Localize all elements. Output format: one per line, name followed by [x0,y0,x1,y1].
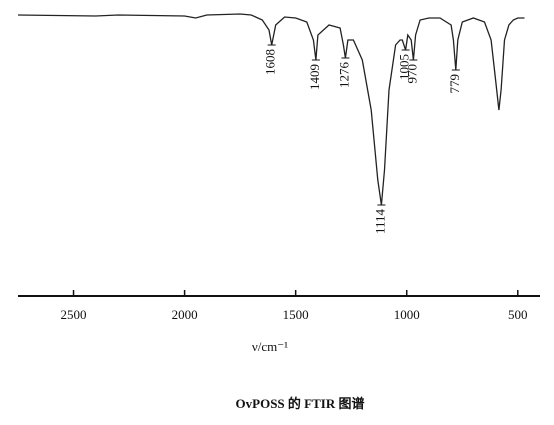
peak-label: 1005 [397,54,412,80]
spectrum-line [17,13,525,206]
peak-label: 970 [404,64,419,84]
peak-label: 1114 [372,209,387,235]
x-tick-label: 2000 [172,307,198,322]
peak-label: 1608 [263,49,278,75]
chart-title: OvPOSS 的 FTIR 图谱 [236,396,365,411]
peak-label: 1276 [336,62,351,89]
x-tick-label: 500 [508,307,528,322]
peak-label: 779 [447,74,462,94]
peak-label: 1409 [307,64,322,90]
x-tick-label: 1500 [283,307,309,322]
x-tick-label: 2500 [61,307,87,322]
x-axis-label: ν/cm⁻¹ [252,339,288,354]
x-tick-label: 1000 [394,307,420,322]
